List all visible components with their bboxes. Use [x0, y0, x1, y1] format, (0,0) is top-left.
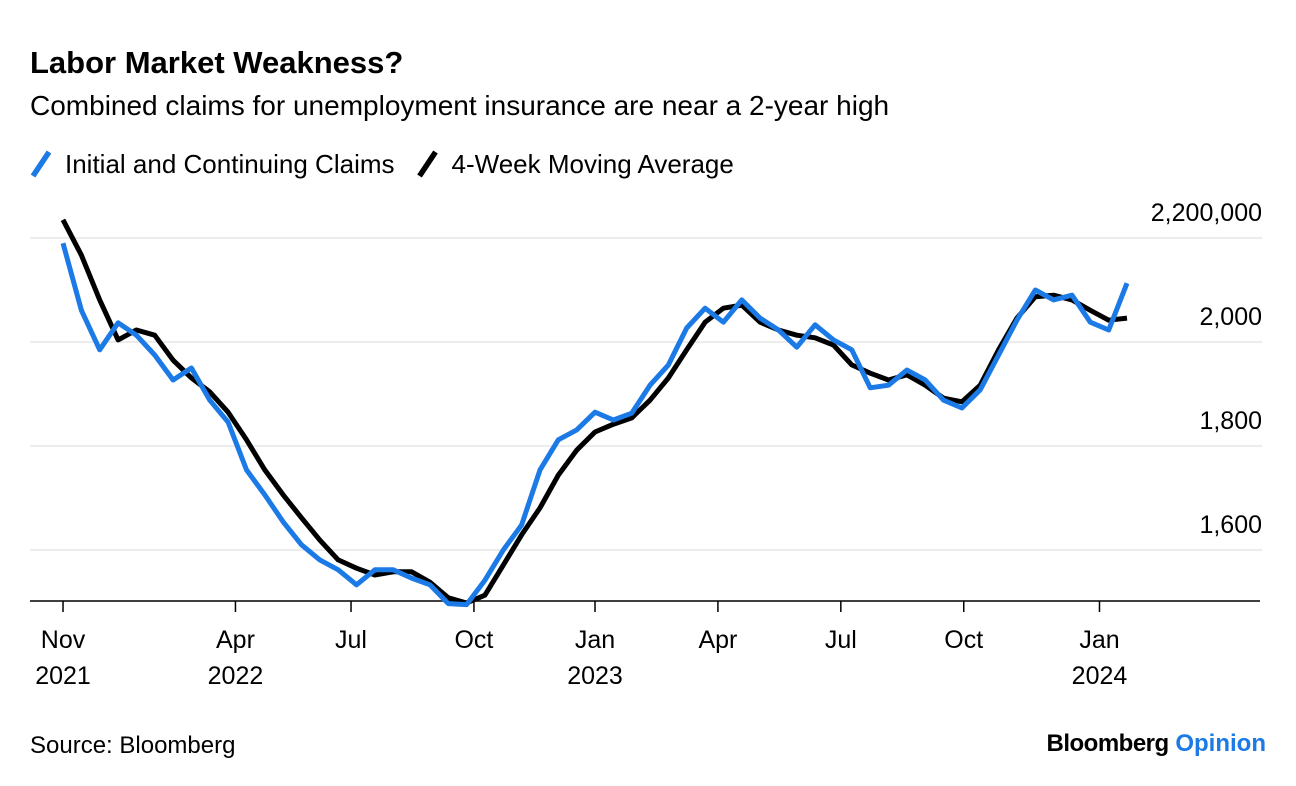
- x-tick-label: Jul: [335, 626, 367, 654]
- x-tick-label: Apr: [698, 626, 737, 654]
- legend-swatch: [417, 150, 438, 178]
- logo-name: Bloomberg: [1047, 730, 1169, 757]
- x-tick-sublabel: 2024: [1072, 662, 1128, 690]
- x-tick-label: Oct: [944, 626, 983, 654]
- legend-label: 4-Week Moving Average: [452, 149, 734, 179]
- chart-title: Labor Market Weakness?: [30, 45, 403, 80]
- x-tick-sublabel: 2023: [567, 662, 623, 690]
- x-tick-label: Apr: [216, 626, 255, 654]
- y-tick-label: 1,800: [1199, 407, 1262, 435]
- logo-suffix: Opinion: [1175, 730, 1266, 757]
- y-tick-label: 1,600: [1199, 511, 1262, 539]
- x-tick-label: Oct: [454, 626, 493, 654]
- x-tick-label: Jul: [825, 626, 857, 654]
- legend-swatch: [30, 150, 52, 178]
- series-line: [60, 218, 1128, 606]
- x-tick-sublabel: 2022: [208, 662, 264, 690]
- x-tick-label: Jan: [575, 626, 615, 654]
- x-tick-label: Jan: [1079, 626, 1119, 654]
- legend-label: Initial and Continuing Claims: [65, 149, 395, 179]
- chart-subtitle: Combined claims for unemployment insuran…: [30, 90, 889, 121]
- series-line: [60, 242, 1130, 608]
- x-tick-label: Nov: [41, 626, 86, 654]
- y-tick-label: 2,000: [1199, 303, 1262, 331]
- x-tick-sublabel: 2021: [35, 662, 91, 690]
- logo: Bloomberg Opinion: [1047, 730, 1267, 757]
- source: Source: Bloomberg: [30, 732, 235, 759]
- y-tick-label: 2,200,000: [1151, 199, 1262, 227]
